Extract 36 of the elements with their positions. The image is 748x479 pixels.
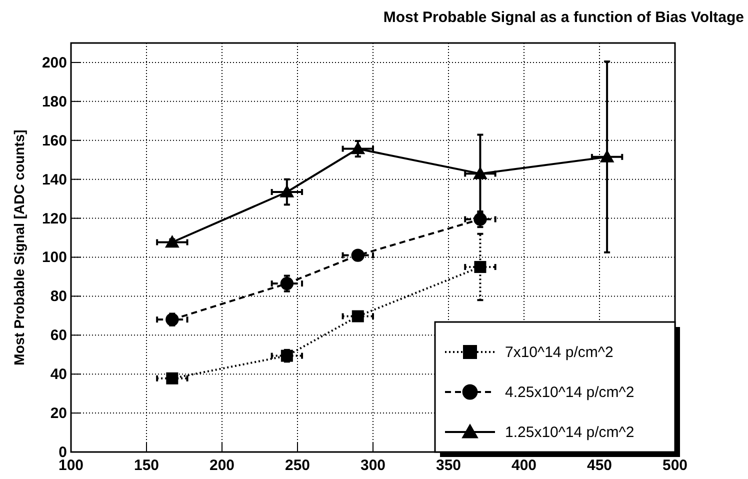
x-tick-label: 400 [511,457,537,474]
y-tick-label: 140 [42,171,67,188]
y-axis-title: Most Probable Signal [ADC counts] [11,130,27,366]
y-tick-label: 60 [50,327,67,344]
point [352,310,364,322]
x-tick-label: 500 [662,457,688,474]
x-tick-label: 450 [586,457,612,474]
point [473,166,488,180]
point [280,184,294,198]
point [474,260,486,273]
y-tick-label: 200 [42,54,67,72]
x-tick-label: 150 [134,457,160,474]
point [600,150,614,162]
y-tick-label: 40 [50,366,67,384]
y-tick-label: 120 [42,210,67,228]
point [474,212,487,226]
legend-label: 1.25x10^14 p/cm^2 [505,424,634,441]
y-tick-label: 180 [42,93,67,110]
chart-title: Most Probable Signal as a function of Bias Voltage [383,9,744,26]
point [351,248,364,262]
point [166,372,178,384]
x-tick-label: 250 [284,457,310,474]
y-tick-label: 20 [50,405,67,422]
x-tick-label: 200 [209,457,235,474]
point [164,235,180,248]
y-tick-label: 100 [42,249,67,266]
legend-label: 4.25x10^14 p/cm^2 [505,384,634,401]
y-tick-label: 80 [50,288,67,306]
legend-label: 7x10^14 p/cm^2 [505,344,614,361]
x-tick-label: 350 [436,457,462,474]
point [166,312,179,326]
y-tick-label: 0 [58,444,67,461]
x-tick-label: 300 [360,457,386,474]
point [350,142,366,154]
point [280,276,294,290]
y-tick-label: 160 [42,132,67,150]
